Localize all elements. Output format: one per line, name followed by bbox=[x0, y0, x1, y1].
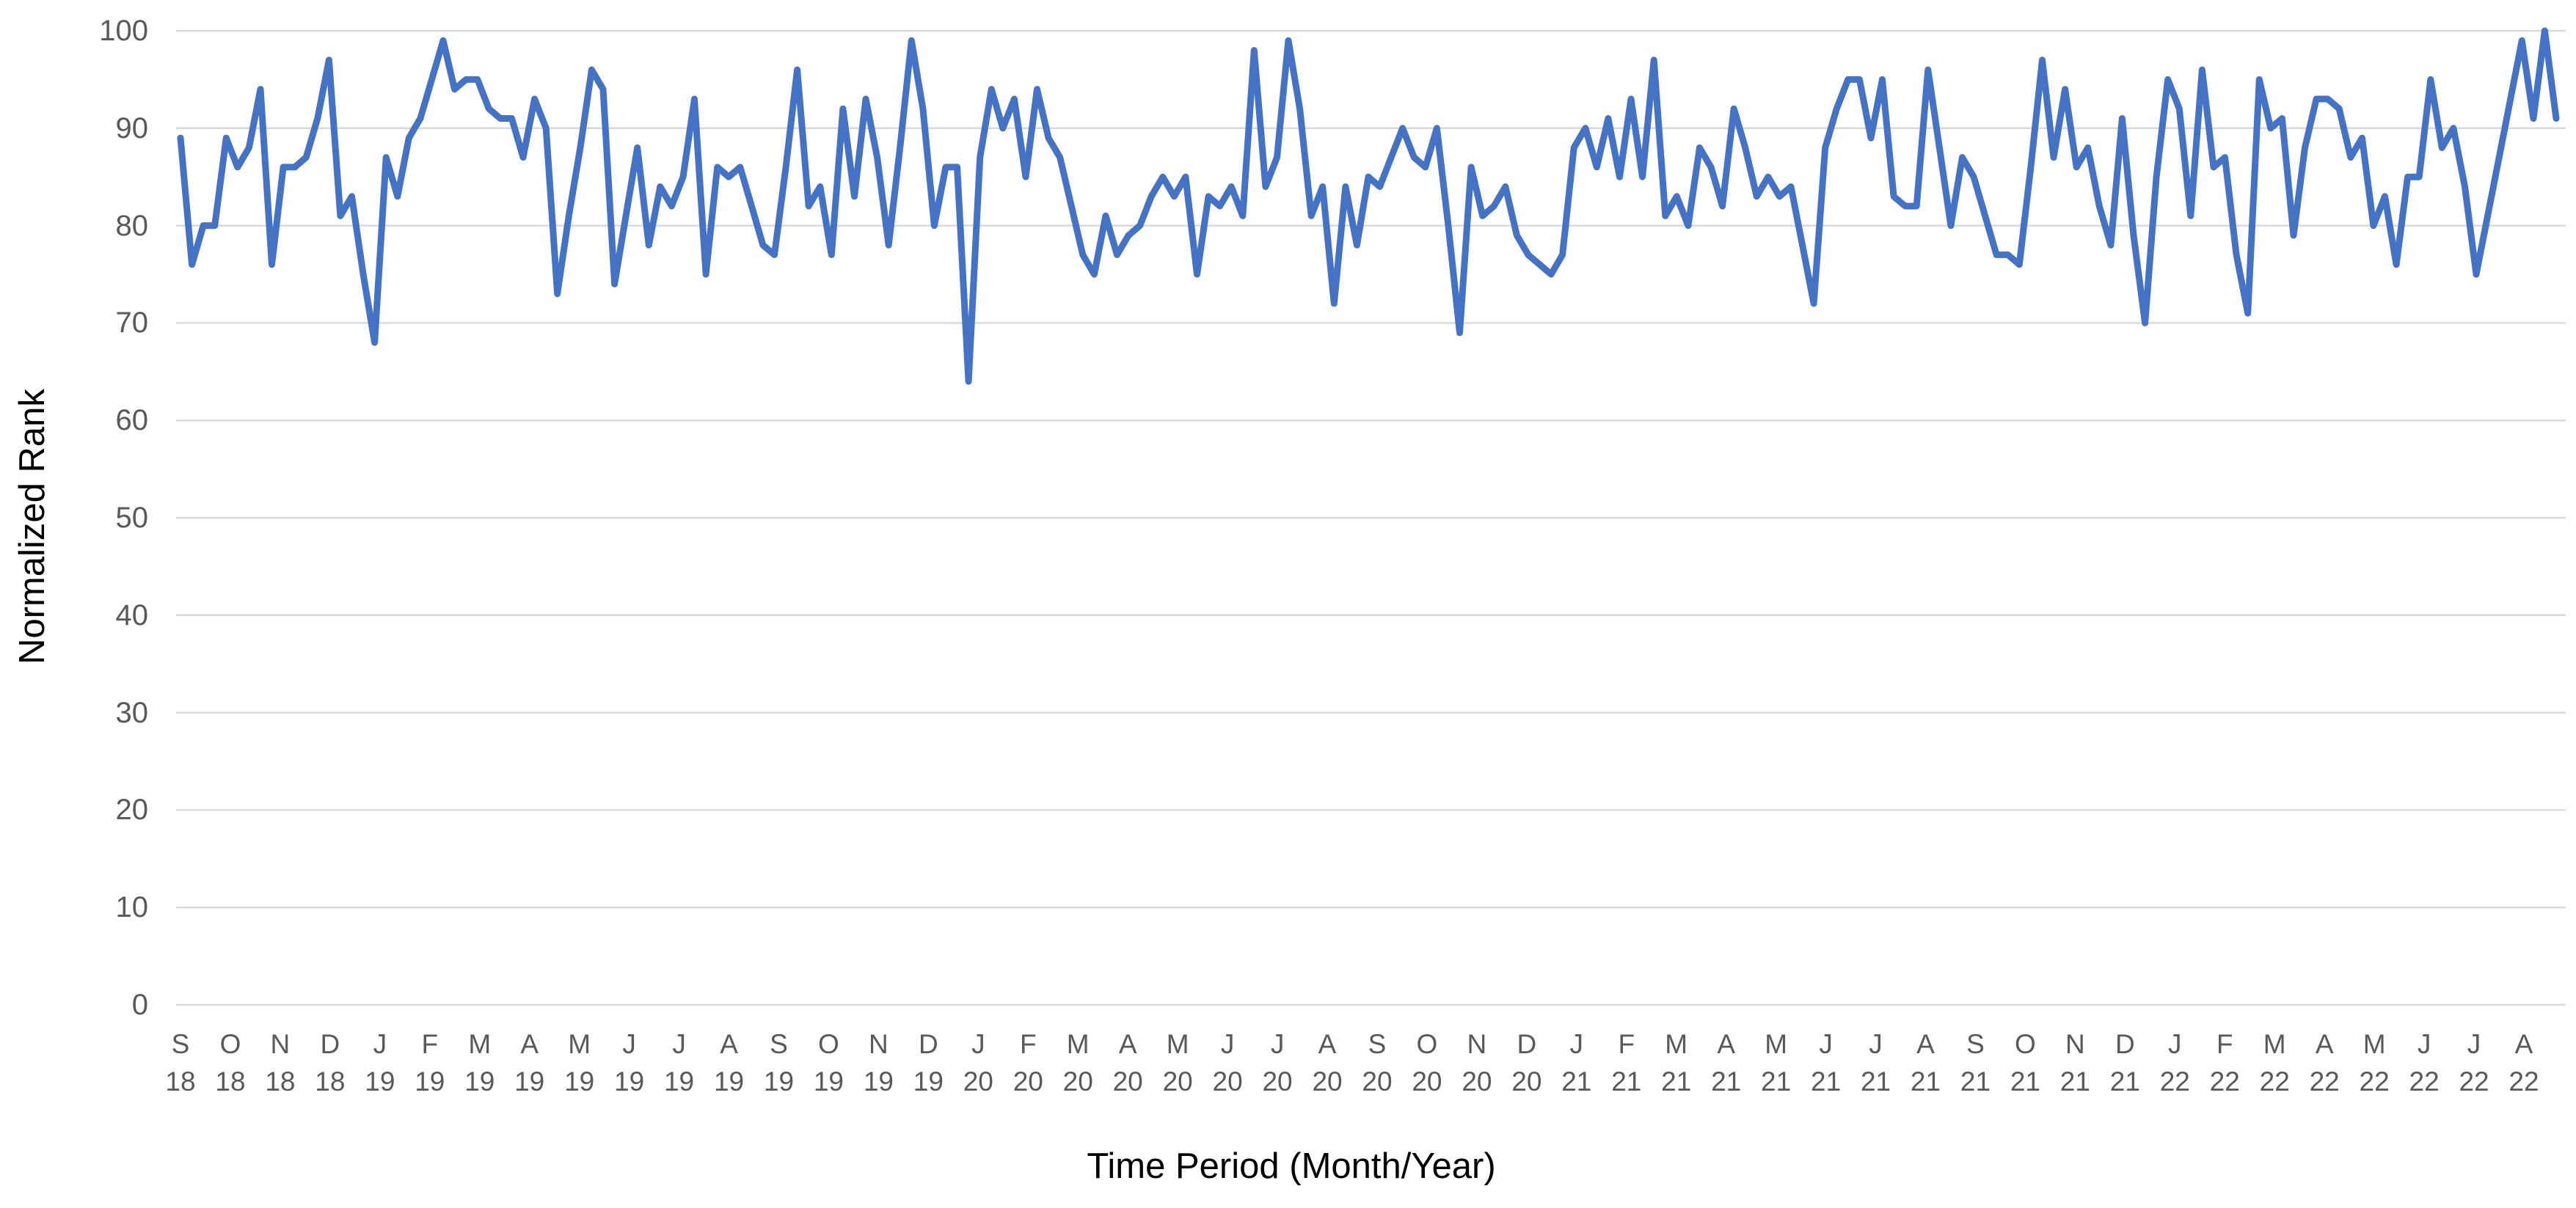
x-axis-tick-label: A 22 bbox=[2309, 1029, 2340, 1097]
x-axis-tick-label: O 20 bbox=[1412, 1029, 1442, 1097]
y-axis-tick-label: 100 bbox=[99, 15, 148, 47]
x-axis-tick-label: J 21 bbox=[1811, 1029, 1842, 1097]
x-axis-tick-label: M 20 bbox=[1062, 1029, 1093, 1097]
y-axis-tick-label: 10 bbox=[115, 891, 149, 924]
x-axis-tick-label: N 21 bbox=[2059, 1029, 2090, 1097]
x-axis-tick-label: S 21 bbox=[1960, 1029, 1991, 1097]
x-axis-tick-label: O 21 bbox=[2010, 1029, 2040, 1097]
x-axis-tick-label: M 22 bbox=[2359, 1029, 2390, 1097]
x-axis-tick-label: F 20 bbox=[1012, 1029, 1043, 1097]
y-axis-tick-label: 80 bbox=[115, 209, 149, 242]
y-axis-tick-label: 30 bbox=[115, 696, 149, 729]
x-axis-tick-label: A 20 bbox=[1112, 1029, 1143, 1097]
y-axis-title: Normalized Rank bbox=[12, 389, 52, 665]
x-axis-tick-label: O 18 bbox=[215, 1029, 246, 1097]
x-axis-tick-label: A 20 bbox=[1312, 1029, 1343, 1097]
x-axis-tick-label: D 21 bbox=[2109, 1029, 2140, 1097]
y-axis-tick-label: 60 bbox=[115, 404, 149, 437]
x-axis-tick-label: D 20 bbox=[1511, 1029, 1542, 1097]
x-axis-tick-label: J 21 bbox=[1561, 1029, 1592, 1097]
x-axis-tick-label: N 18 bbox=[265, 1029, 296, 1097]
x-axis-tick-label: A 19 bbox=[514, 1029, 545, 1097]
x-axis-tick-label: M 19 bbox=[464, 1029, 495, 1097]
x-axis-tick-label: F 22 bbox=[2209, 1029, 2240, 1097]
x-axis-tick-label: A 21 bbox=[1711, 1029, 1742, 1097]
x-axis-tick-label: D 18 bbox=[315, 1029, 346, 1097]
x-axis-tick-label: A 19 bbox=[713, 1029, 745, 1097]
x-axis-tick-label: A 21 bbox=[1910, 1029, 1941, 1097]
x-axis-tick-label: S 18 bbox=[165, 1029, 196, 1097]
y-axis-tick-label: 0 bbox=[131, 989, 148, 1021]
x-axis-tick-label: J 20 bbox=[963, 1029, 993, 1097]
x-axis-title: Time Period (Month/Year) bbox=[1087, 1146, 1496, 1186]
x-axis-tick-label: M 20 bbox=[1162, 1029, 1193, 1097]
x-axis-tick-label: D 19 bbox=[913, 1029, 944, 1097]
y-axis-tick-label: 70 bbox=[115, 307, 149, 340]
x-axis-tick-label: J 19 bbox=[365, 1029, 395, 1097]
data-series-line bbox=[177, 27, 2560, 385]
x-axis-tick-label: J 22 bbox=[2459, 1029, 2489, 1097]
y-axis-tick-label: 90 bbox=[115, 111, 149, 144]
x-axis-tick-label: J 22 bbox=[2409, 1029, 2440, 1097]
x-axis-tick-label: A 22 bbox=[2509, 1029, 2539, 1097]
x-axis-tick-label: J 19 bbox=[614, 1029, 645, 1097]
x-axis-tick-label: M 21 bbox=[1661, 1029, 1692, 1097]
x-axis-tick-label: M 19 bbox=[564, 1029, 595, 1097]
y-axis-tick-label: 50 bbox=[115, 502, 149, 534]
x-axis-tick-label: F 21 bbox=[1611, 1029, 1642, 1097]
x-axis-tick-label: J 19 bbox=[663, 1029, 695, 1097]
x-axis-tick-label: J 22 bbox=[2159, 1029, 2190, 1097]
x-axis-tick-label: J 20 bbox=[1212, 1029, 1243, 1097]
x-axis-tick-label: S 20 bbox=[1362, 1029, 1393, 1097]
x-axis-tick-label: N 20 bbox=[1462, 1029, 1492, 1097]
x-axis-tick-label: O 19 bbox=[813, 1029, 844, 1097]
y-axis-tick-label: 40 bbox=[115, 598, 149, 632]
x-axis-tick-label: N 19 bbox=[863, 1029, 894, 1097]
x-axis-tick-label: J 21 bbox=[1860, 1029, 1891, 1097]
x-axis-tick-label: M 21 bbox=[1761, 1029, 1792, 1097]
x-axis-tick-label: M 22 bbox=[2259, 1029, 2290, 1097]
x-axis-tick-label: S 19 bbox=[763, 1029, 795, 1097]
y-axis-tick-label: 20 bbox=[115, 794, 149, 827]
x-axis-tick-label: F 19 bbox=[415, 1029, 445, 1097]
x-axis-tick-label: J 20 bbox=[1262, 1029, 1293, 1097]
